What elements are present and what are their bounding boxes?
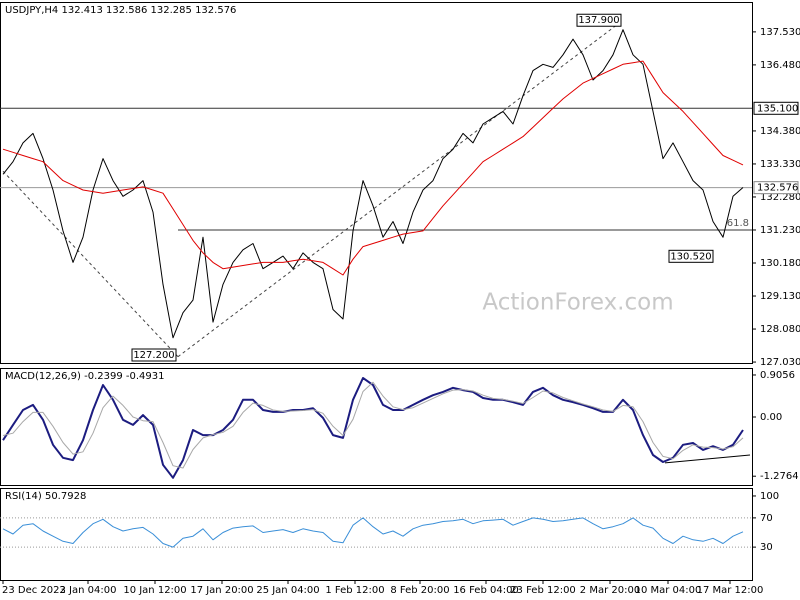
x-tick-label: 17 Mar 12:00 — [697, 585, 764, 596]
swing-box — [576, 13, 622, 27]
price-box — [753, 181, 799, 195]
series-line — [2, 381, 744, 469]
x-tick-label: 16 Feb 04:00 — [453, 585, 519, 596]
y-tick-label: 130.180 — [760, 258, 800, 269]
y-tick-label: 133.330 — [760, 159, 800, 170]
x-tick-label: 3 Jan 04:00 — [60, 585, 117, 596]
y-tick-label: 129.130 — [760, 291, 800, 302]
panel-title: USDJPY,H4 132.413 132.586 132.285 132.57… — [5, 5, 236, 16]
title-bg — [2, 4, 212, 16]
price-box-label: 135.100 — [757, 103, 798, 114]
y-tick-label: 132.280 — [760, 192, 800, 203]
panel-frame — [0, 2, 753, 364]
watermark: ActionForex.com — [482, 290, 673, 316]
y-tick-label: 134.380 — [760, 126, 800, 137]
panel-title: MACD(12,26,9) -0.2399 -0.4931 — [5, 371, 165, 382]
y-tick-label: 137.530 — [760, 27, 800, 38]
panel-title: RSI(14) 50.7928 — [5, 491, 86, 502]
title-bg — [2, 490, 212, 502]
y-tick-label: 136.480 — [760, 60, 800, 71]
panel-frame — [0, 368, 753, 486]
series-line — [2, 29, 744, 339]
x-tick-label: 8 Feb 20:00 — [390, 585, 449, 596]
x-tick-label: 23 Dec 2022 — [2, 585, 66, 596]
x-tick-label: 23 Feb 12:00 — [510, 585, 576, 596]
x-tick-label: 10 Jan 12:00 — [123, 585, 186, 596]
fib-label: 61.8 — [727, 218, 749, 229]
trend-line — [177, 19, 624, 358]
panel-frame — [0, 488, 753, 581]
price-box-label: 132.576 — [757, 183, 798, 194]
x-tick-label: 2 Mar 20:00 — [580, 585, 640, 596]
series-line — [2, 377, 744, 479]
y-tick-label: 0.9056 — [760, 370, 795, 381]
title-bg — [2, 370, 212, 382]
trend-line — [2, 170, 179, 358]
y-tick-label: 100 — [760, 491, 779, 502]
y-tick-label: 0.00 — [760, 412, 782, 423]
series-line — [2, 60, 744, 276]
series-line — [2, 517, 744, 548]
x-tick-label: 17 Jan 20:00 — [190, 585, 253, 596]
swing-label: 127.200 — [133, 350, 174, 361]
x-tick-label: 1 Feb 12:00 — [325, 585, 384, 596]
swing-box — [131, 348, 177, 362]
y-tick-label: -1.2764 — [760, 471, 799, 482]
divergence-line — [664, 454, 751, 464]
y-tick-label: 30 — [760, 542, 773, 553]
swing-label: 137.900 — [578, 15, 619, 26]
y-tick-label: 127.030 — [760, 357, 800, 368]
x-tick-label: 25 Jan 04:00 — [256, 585, 319, 596]
x-tick-label: 10 Mar 04:00 — [635, 585, 702, 596]
price-box — [753, 101, 799, 115]
swing-box — [668, 249, 714, 263]
y-tick-label: 128.080 — [760, 324, 800, 335]
swing-label: 130.520 — [670, 251, 711, 262]
y-tick-label: 70 — [760, 513, 773, 524]
y-tick-label: 131.230 — [760, 225, 800, 236]
